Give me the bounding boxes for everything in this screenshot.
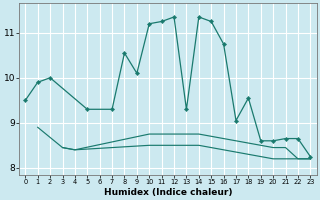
X-axis label: Humidex (Indice chaleur): Humidex (Indice chaleur) xyxy=(104,188,232,197)
